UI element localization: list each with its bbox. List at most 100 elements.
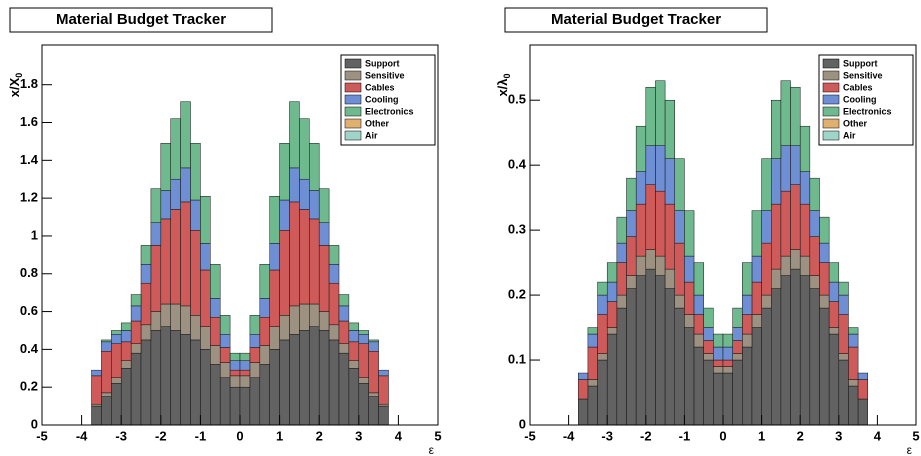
legend-swatch <box>822 118 840 129</box>
bar-segment <box>180 201 191 307</box>
bar-segment <box>664 99 675 159</box>
bar-segment <box>587 327 598 335</box>
bar-segment <box>616 242 627 263</box>
legend-label: Cooling <box>365 94 399 104</box>
bar-segment <box>368 339 379 343</box>
bar-segment <box>160 190 171 220</box>
bar-segment <box>771 99 782 159</box>
bar-segment <box>358 343 369 378</box>
x-tick-label: 2 <box>797 428 804 443</box>
bar-segment <box>101 339 112 343</box>
bar-segment <box>111 343 122 378</box>
bar-segment <box>790 145 801 185</box>
bar-segment <box>684 314 695 328</box>
x-tick-label: -5 <box>524 428 536 443</box>
y-tick-label: 1 <box>31 227 38 242</box>
bar-segment <box>318 222 330 246</box>
bar-segment <box>91 403 102 407</box>
bar-segment <box>828 327 840 335</box>
bar-segment <box>239 386 251 426</box>
bar-segment <box>170 303 181 331</box>
bar-segment <box>91 369 102 377</box>
bar-segment <box>780 275 791 426</box>
bar-segment <box>160 326 171 426</box>
bar-segment <box>299 303 310 331</box>
bar-segment <box>722 346 733 361</box>
bar-segment <box>180 305 191 335</box>
bar-segment <box>180 101 191 169</box>
bar-segment <box>328 264 340 284</box>
bar-segment <box>120 341 132 361</box>
bar-segment <box>597 294 608 315</box>
bar-segment <box>713 372 724 426</box>
bar-segment <box>279 199 290 231</box>
title-box <box>9 7 273 33</box>
bar-segment <box>130 320 142 344</box>
legend-swatch <box>344 58 362 69</box>
legend-label: Cooling <box>843 94 877 104</box>
y-tick-label: 0.4 <box>20 341 39 356</box>
bar-segment <box>626 288 637 426</box>
y-tick-label: 1.8 <box>20 76 38 91</box>
bar-segment <box>140 282 152 326</box>
bar-segment <box>200 326 211 350</box>
bar-segment <box>249 362 261 378</box>
bar-segment <box>239 375 251 388</box>
bar-segment <box>635 203 647 257</box>
bar-segment <box>684 281 695 315</box>
bar-segment <box>348 341 360 361</box>
bar-segment <box>674 307 685 426</box>
y-tick-label: 1.2 <box>20 190 38 205</box>
bar-segment <box>645 86 656 146</box>
bar-segment <box>742 294 753 315</box>
bar-segment <box>645 268 656 426</box>
y-axis-label-main: x/λ <box>495 78 510 97</box>
bar-segment <box>616 294 627 309</box>
bar-segment <box>239 352 251 361</box>
legend-swatch <box>344 130 362 141</box>
bar-segment <box>703 307 714 328</box>
bar-segment <box>684 327 695 426</box>
bar-segment <box>722 359 733 367</box>
bar-segment <box>626 236 637 276</box>
x-tick-label: 2 <box>316 428 323 443</box>
bar-segment <box>780 145 791 192</box>
bar-segment <box>713 366 724 374</box>
bar-segment <box>742 333 753 348</box>
bar-segment <box>857 372 868 380</box>
bar-segment <box>150 188 162 223</box>
bar-segment <box>645 184 656 250</box>
bar-segment <box>751 314 762 328</box>
bar-segment <box>348 322 360 331</box>
y-tick-label: 0 <box>31 416 38 431</box>
bar-segment <box>751 281 762 315</box>
bar-segment <box>269 269 280 327</box>
bar-segment <box>616 307 627 426</box>
bar-segment <box>120 322 132 331</box>
bar-segment <box>338 343 350 354</box>
legend-swatch <box>822 130 840 141</box>
bar-segment <box>771 203 782 270</box>
bar-segment <box>120 360 132 369</box>
bar-segment <box>606 327 618 335</box>
x-tick-label: 4 <box>395 428 403 443</box>
bar-segment <box>299 330 310 426</box>
bar-segment <box>761 242 772 296</box>
y-axis-label-sub: 0 <box>502 73 512 78</box>
bar-segment <box>693 262 704 296</box>
bar-segment <box>809 275 820 289</box>
bar-segment <box>190 339 201 426</box>
bar-segment <box>309 190 320 220</box>
bar-segment <box>780 190 791 257</box>
bar-segment <box>819 242 830 263</box>
legend-swatch <box>822 70 840 81</box>
bar-segment <box>348 330 360 343</box>
bar-segment <box>140 245 152 265</box>
bar-segment <box>645 249 656 270</box>
bar-segment <box>259 364 270 426</box>
bar-segment <box>578 379 589 400</box>
bar-segment <box>279 230 290 316</box>
y-tick-label: 1.4 <box>20 152 39 167</box>
bar-segment <box>635 171 647 205</box>
bar-segment <box>722 366 733 374</box>
